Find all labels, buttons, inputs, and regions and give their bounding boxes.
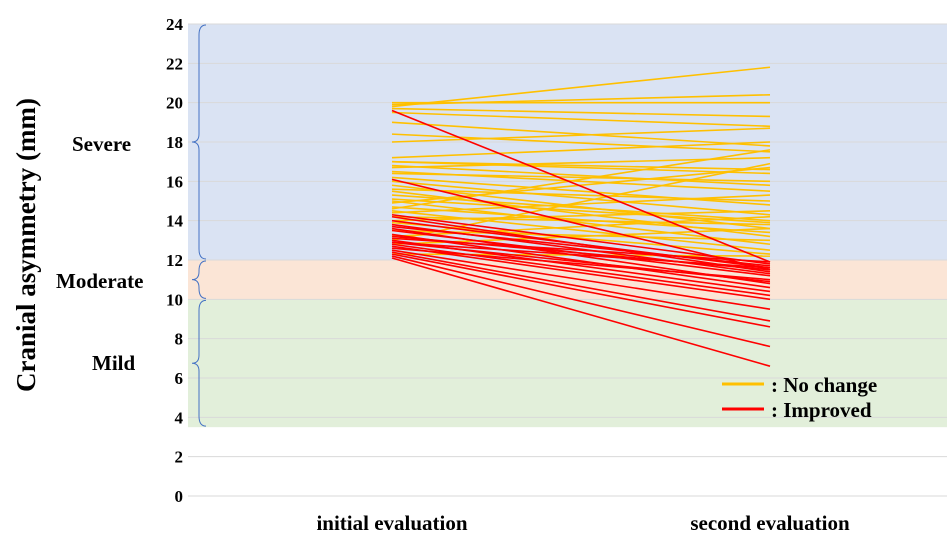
band-label-moderate: Moderate [56,269,143,293]
subject-line [391,160,771,175]
subject-line [391,149,771,210]
subject-line [391,133,771,153]
subject-line [391,247,771,281]
brace-severe [191,24,207,260]
y-tick-label: 14 [166,212,184,231]
subject-line [391,225,771,267]
subject-line [391,127,771,143]
x-category-label: initial evaluation [316,511,467,535]
subject-line [391,215,771,226]
subject-line [391,184,771,230]
severity-braces [191,24,207,427]
legend: : No change: Improved [722,373,877,422]
severity-bands [188,24,947,428]
subject-line [391,121,771,147]
y-axis-label: Cranial asymmetry (mm) [11,98,41,392]
y-tick-label: 8 [175,330,184,349]
subject-line [391,141,771,159]
series-no-change [391,66,771,257]
y-tick-label: 4 [175,408,184,427]
legend-label: : No change [771,373,877,397]
subject-line [391,178,771,271]
subject-line [391,210,771,222]
y-tick-label: 20 [166,94,183,113]
series-improved [391,109,771,367]
y-tick-label: 10 [166,290,183,309]
band-moderate [188,260,947,300]
subject-line [391,206,771,234]
series-lines [391,66,771,367]
subject-line [391,107,771,118]
y-tick-label: 12 [166,251,183,270]
subject-line [391,164,771,187]
subject-line [391,237,771,263]
y-tick-label: 22 [166,54,183,73]
subject-line [391,257,771,367]
brace-mild [191,299,207,427]
subject-line [391,176,771,206]
severity-band-labels: Severe Moderate Mild [56,132,143,375]
subject-line [391,251,771,322]
subject-line [391,166,771,204]
subject-line [391,233,771,289]
subject-line [391,109,771,263]
band-label-severe: Severe [72,132,131,156]
subject-line [391,245,771,301]
y-tick-label: 6 [175,369,184,388]
legend-label: : Improved [771,398,872,422]
y-tick-label: 18 [166,133,183,152]
x-axis-categories: initial evaluation second evaluation [316,511,850,535]
subject-line [391,213,771,265]
subject-line [391,172,771,183]
subject-line [391,180,771,216]
subject-line [391,253,771,328]
x-category-label: second evaluation [690,511,850,535]
subject-line [391,241,771,269]
subject-line [391,66,771,108]
subject-line [391,194,771,214]
y-tick-label: 2 [175,448,184,467]
subject-line [391,255,771,348]
subject-line [391,249,771,310]
y-tick-label: 24 [166,15,184,34]
band-mild [188,299,947,428]
subject-line [391,198,771,224]
y-tick-label: 16 [166,172,183,191]
brace-moderate [191,260,207,299]
subject-line [391,111,771,128]
subject-line [391,188,771,202]
y-tick-label: 0 [175,487,184,506]
subject-line [391,162,771,242]
band-label-mild: Mild [92,351,135,375]
